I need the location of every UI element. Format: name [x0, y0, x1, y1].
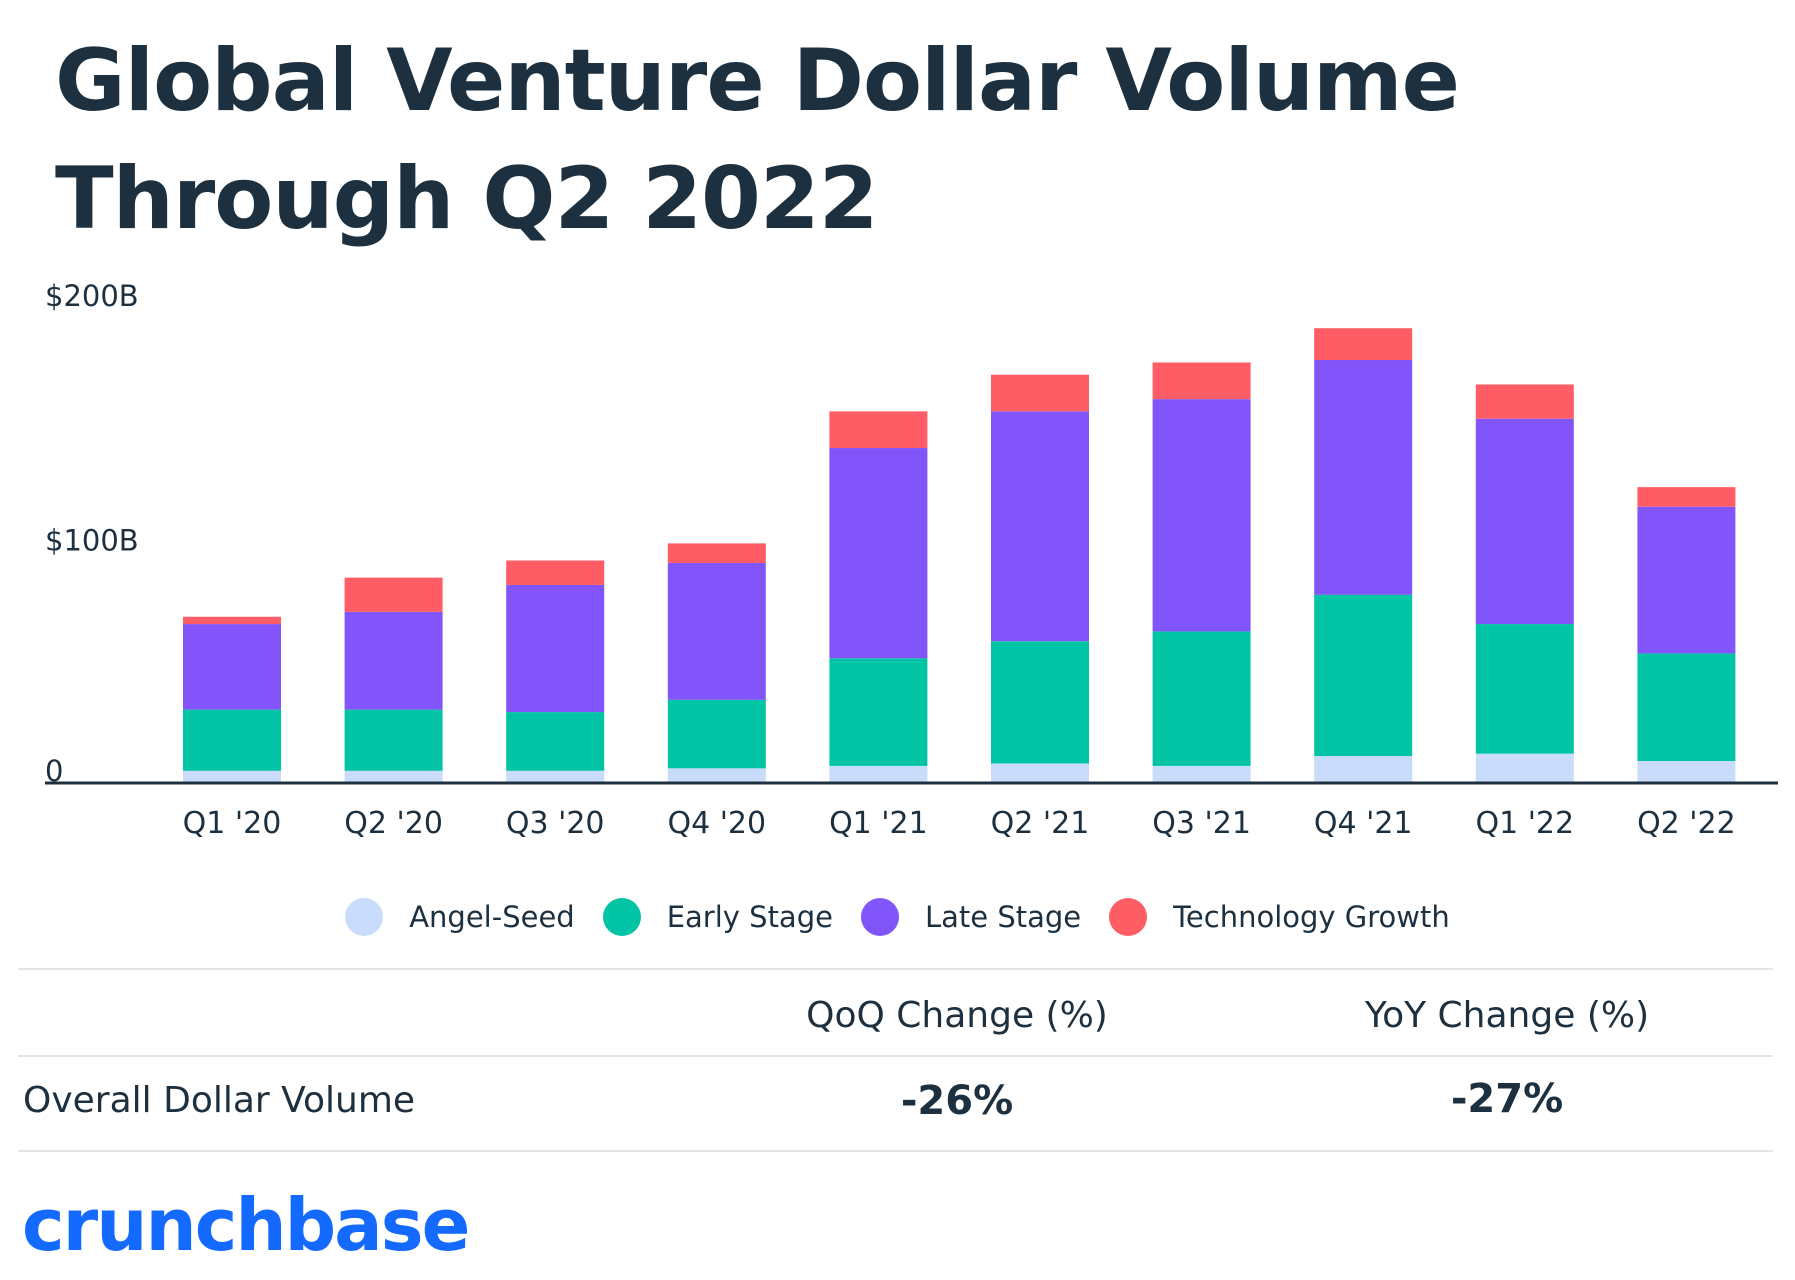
bar-late-stage-q3-20 — [506, 584, 605, 713]
legend-swatch-angel-seed — [345, 898, 384, 936]
x-tick-label-q3-21: Q3 '21 — [1152, 806, 1251, 841]
x-tick-label-q3-20: Q3 '20 — [506, 806, 605, 841]
bar-late-stage-q1-20 — [183, 624, 281, 710]
bar-technology-growth-q4-21 — [1314, 328, 1413, 361]
y-tick-label-0: 0 — [45, 754, 63, 788]
yoy-header: YoY Change (%) — [1364, 995, 1650, 1036]
legend-swatch-late-stage — [860, 898, 899, 936]
qoq-value: -26% — [900, 1078, 1014, 1124]
bar-late-stage-q4-21 — [1314, 360, 1413, 595]
table-bottom-divider — [18, 1150, 1773, 1152]
legend-label-early-stage: Early Stage — [666, 900, 833, 934]
bar-late-stage-q1-21 — [829, 448, 928, 659]
bar-angel-seed-q2-20 — [344, 770, 443, 783]
bar-early-stage-q2-20 — [344, 709, 443, 771]
bar-early-stage-q1-22 — [1475, 624, 1574, 754]
x-tick-label-q2-22: Q2 '22 — [1637, 806, 1736, 841]
bar-angel-seed-q2-22 — [1637, 760, 1736, 783]
chart-title: Global Venture Dollar Volume Through Q2 … — [55, 31, 1460, 249]
table-header-divider — [18, 1055, 1773, 1057]
legend-item-angel-seed: Angel-Seed — [345, 898, 575, 936]
bar-late-stage-q2-20 — [344, 611, 443, 710]
bar-early-stage-q1-21 — [829, 658, 928, 766]
bar-late-stage-q3-21 — [1152, 399, 1251, 632]
x-tick-label-q4-20: Q4 '20 — [667, 806, 766, 841]
bar-early-stage-q4-21 — [1314, 594, 1413, 757]
bar-late-stage-q2-21 — [991, 411, 1089, 642]
crunchbase-logo: crunchbase — [22, 1183, 470, 1267]
bar-early-stage-q4-20 — [667, 699, 766, 769]
y-tick-label-100b: $100B — [45, 524, 139, 558]
bar-technology-growth-q4-20 — [667, 543, 766, 563]
bar-early-stage-q1-20 — [183, 709, 281, 771]
bar-technology-growth-q2-22 — [1637, 487, 1736, 507]
bar-technology-growth-q2-21 — [991, 374, 1089, 412]
bar-technology-growth-q1-21 — [829, 411, 928, 449]
bar-angel-seed-q3-21 — [1152, 765, 1251, 783]
yoy-value: -27% — [1450, 1076, 1564, 1122]
x-tick-label-q1-21: Q1 '21 — [829, 806, 928, 841]
x-tick-label-q1-20: Q1 '20 — [183, 806, 282, 841]
bar-early-stage-q3-20 — [506, 712, 605, 771]
legend-label-technology-growth: Technology Growth — [1173, 900, 1450, 934]
bar-angel-seed-q1-21 — [829, 765, 928, 783]
legend-item-technology-growth: Technology Growth — [1109, 898, 1450, 936]
bar-technology-growth-q3-21 — [1152, 362, 1251, 400]
bar-technology-growth-q3-20 — [506, 560, 605, 585]
row-label-overall-dollar-volume: Overall Dollar Volume — [23, 1080, 416, 1121]
x-tick-label-q4-21: Q4 '21 — [1314, 806, 1413, 841]
bar-angel-seed-q2-21 — [991, 763, 1089, 783]
x-tick-label-q1-22: Q1 '22 — [1475, 806, 1574, 841]
bar-technology-growth-q2-20 — [344, 577, 443, 612]
bar-late-stage-q2-22 — [1637, 506, 1736, 654]
bar-technology-growth-q1-20 — [183, 616, 281, 625]
legend-swatch-early-stage — [602, 898, 641, 936]
legend-item-early-stage: Early Stage — [602, 898, 833, 936]
x-tick-label-q2-20: Q2 '20 — [344, 806, 443, 841]
bar-angel-seed-q4-20 — [667, 768, 766, 783]
x-tick-label-q2-21: Q2 '21 — [991, 806, 1090, 841]
bar-angel-seed-q3-20 — [506, 770, 605, 783]
legend-item-late-stage: Late Stage — [860, 898, 1082, 936]
bar-late-stage-q1-22 — [1475, 418, 1574, 625]
legend-label-late-stage: Late Stage — [924, 900, 1082, 934]
bar-angel-seed-q1-20 — [183, 770, 281, 783]
bar-angel-seed-q4-21 — [1314, 756, 1413, 783]
bar-technology-growth-q1-22 — [1475, 384, 1574, 419]
bar-early-stage-q2-21 — [991, 641, 1089, 764]
y-tick-label-200b: $200B — [45, 279, 139, 313]
stacked-bar-chart: 0 $100B $200B Q1 '20 Q2 '20 Q3 '20 Q4 '20 Q1 '2… — [45, 279, 1778, 841]
table-top-divider — [18, 968, 1773, 970]
legend: Angel-Seed Early Stage Late Stage Technolog… — [0, 898, 1795, 936]
qoq-header: QoQ Change (%) — [806, 995, 1108, 1036]
legend-swatch-technology-growth — [1109, 898, 1148, 936]
bar-early-stage-q2-22 — [1637, 653, 1736, 761]
legend-label-angel-seed: Angel-Seed — [409, 900, 575, 934]
bar-early-stage-q3-21 — [1152, 631, 1251, 766]
bar-angel-seed-q1-22 — [1475, 753, 1574, 783]
bar-late-stage-q4-20 — [667, 562, 766, 700]
